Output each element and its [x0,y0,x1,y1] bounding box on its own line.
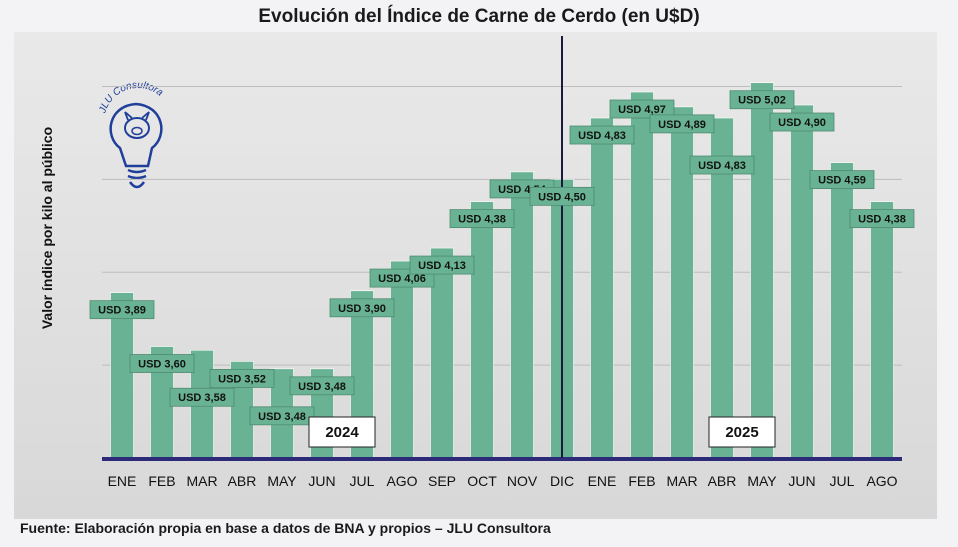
x-tick-label: ENE [588,473,617,489]
x-tick-label: FEB [148,473,175,489]
bar [470,201,494,459]
data-label: USD 4,83 [698,160,746,172]
x-tick-label: MAY [267,473,297,489]
data-label-box [689,155,755,175]
x-tick-label: JUN [308,473,335,489]
bar [630,91,654,459]
data-label-box [409,255,475,275]
x-tick-label: ENE [108,473,137,489]
x-tick-label: FEB [628,473,655,489]
data-label-box [569,125,635,145]
bar [390,260,414,459]
data-label-box [529,186,595,206]
data-label: USD 4,06 [378,273,426,285]
year-label: 2024 [325,424,359,441]
data-label: USD 4,89 [658,119,706,131]
x-tick-label: MAY [747,473,777,489]
data-label: USD 4,90 [778,117,826,129]
data-label: USD 4,38 [858,214,906,226]
x-tick-label: ABR [708,473,737,489]
source-note: Fuente: Elaboración propia en base a dat… [20,520,551,536]
jlu-consultora-logo: JLU Consultora [97,80,165,189]
data-label-box [169,387,235,407]
bar [790,104,814,459]
x-tick-label: SEP [428,473,456,489]
bar [750,82,774,459]
chart-title: Evolución del Índice de Carne de Cerdo (… [258,6,700,27]
x-tick-label: MAR [186,473,217,489]
data-label: USD 5,02 [738,95,786,107]
data-label-box [129,354,195,373]
data-label-box [329,298,395,318]
x-tick-label: AGO [386,473,417,489]
bar [870,201,894,459]
x-tick-label: DIC [550,473,574,489]
data-label-box [89,300,155,320]
x-tick-label: OCT [467,473,497,489]
data-label-box [849,209,915,229]
data-label-box [729,90,795,110]
data-label: USD 4,13 [418,260,466,272]
x-tick-label: NOV [507,473,538,489]
data-label: USD 3,60 [138,359,186,371]
data-label: USD 4,50 [538,191,586,203]
x-tick-label: AGO [866,473,897,489]
data-label: USD 3,48 [258,411,306,423]
year-label-box [708,416,776,448]
bar [590,117,614,459]
data-label: USD 4,38 [458,214,506,226]
data-label-box [289,376,355,396]
bar [830,162,854,459]
data-label-box [769,112,835,132]
data-label-box [809,170,875,190]
x-tick-label: ABR [228,473,257,489]
data-label: USD 3,58 [178,392,226,404]
data-label: USD 4,97 [618,104,666,116]
x-tick-label: JUL [350,473,375,489]
data-label-box [209,368,275,388]
data-label: USD 4,59 [818,175,866,187]
data-label: USD 3,52 [218,373,266,385]
x-tick-label: JUN [788,473,815,489]
data-label: USD 3,90 [338,303,386,315]
x-tick-label: MAR [666,473,697,489]
x-tick-label: JUL [830,473,855,489]
data-label: USD 3,48 [298,381,346,393]
data-label-box [609,99,675,119]
data-label: USD 4,83 [578,130,626,142]
data-label: USD 3,89 [98,305,146,317]
year-label-box [308,416,376,448]
data-label-box [649,114,715,134]
data-label-box [249,406,315,426]
data-label-box [449,209,515,229]
year-label: 2025 [725,424,758,441]
